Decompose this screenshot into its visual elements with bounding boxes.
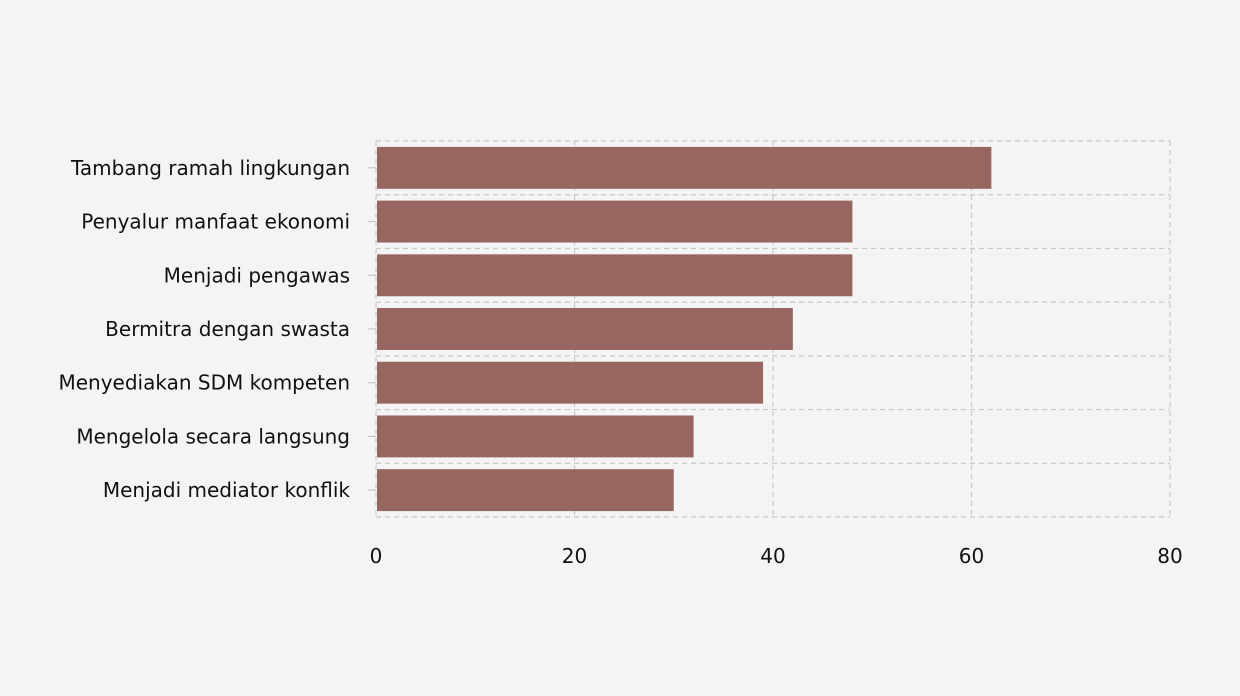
bar [377,361,764,404]
bar [377,415,694,458]
grid-layer [368,140,1171,518]
bar [377,146,992,189]
bar [377,200,853,243]
bar [377,308,793,350]
category-label: Penyalur manfaat ekonomi [81,210,350,234]
category-label: Bermitra dengan swasta [105,317,350,341]
category-label: Menjadi pengawas [164,263,350,287]
x-tick-label: 20 [562,544,587,568]
x-tick-label: 80 [1157,544,1182,568]
x-tick-labels: 0 20 40 60 80 [370,544,1183,568]
x-tick-label: 0 [370,544,383,568]
category-labels: Tambang ramah lingkungan Penyalur manfaat… [58,156,350,502]
bar [377,469,674,512]
category-label: Menyediakan SDM kompeten [58,371,350,395]
bar [377,254,853,297]
category-label: Menjadi mediator konflik [103,478,351,502]
category-label: Tambang ramah lingkungan [70,156,350,180]
x-tick-label: 40 [760,544,785,568]
bar-layer [377,146,992,512]
x-tick-label: 60 [959,544,984,568]
category-label: Mengelola secara langsung [76,424,350,448]
